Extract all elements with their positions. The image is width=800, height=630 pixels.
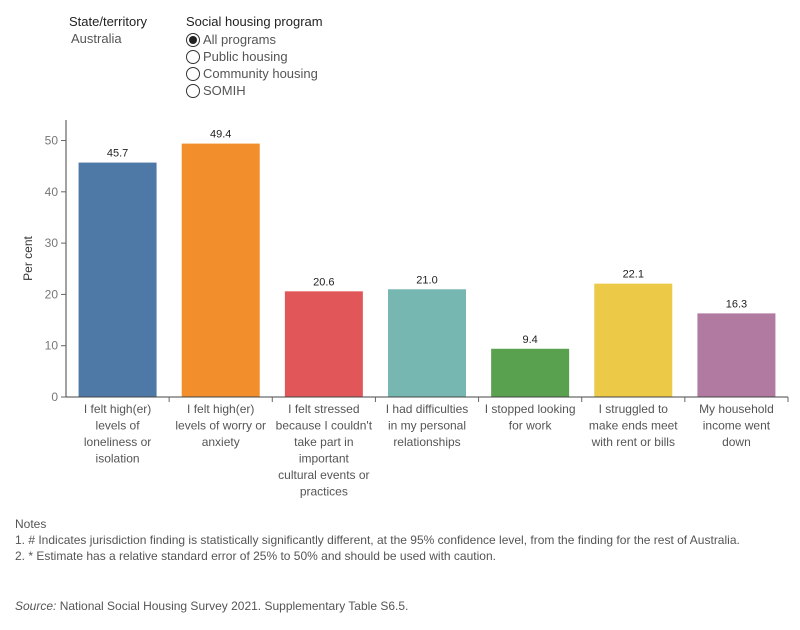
- x-tick-label: I felt high(er): [84, 402, 151, 416]
- radio-button-icon[interactable]: [186, 66, 200, 81]
- source-label: Source:: [15, 599, 57, 613]
- radio-button-icon[interactable]: [186, 83, 200, 98]
- data-label: 16.3: [726, 298, 747, 310]
- program-filter: Social housing program All programs Publi…: [186, 14, 323, 99]
- x-tick-label: I felt high(er): [187, 402, 254, 416]
- x-tick-label: down: [722, 435, 751, 449]
- x-tick-label: loneliness or: [84, 435, 151, 449]
- radio-label: Community housing: [203, 66, 318, 81]
- x-tick-label: I stopped looking: [485, 402, 576, 416]
- x-tick-label: make ends meet: [589, 419, 678, 433]
- radio-button-icon[interactable]: [186, 32, 200, 47]
- state-filter-title: State/territory: [69, 14, 148, 29]
- y-tick-label: 50: [45, 134, 59, 148]
- x-tick-label: in my personal: [388, 419, 466, 433]
- program-option-public-housing[interactable]: Public housing: [186, 48, 323, 65]
- bar[interactable]: [697, 313, 776, 397]
- state-filter-value[interactable]: Australia: [71, 31, 122, 46]
- bar[interactable]: [594, 283, 673, 397]
- bar-chart: 0 10 20 30 40 50 Per cent 45.7 49.4 20.6 21.0 9.4 2…: [21, 120, 789, 499]
- x-tick-label: I felt stressed: [288, 402, 359, 416]
- data-label: 45.7: [107, 148, 128, 160]
- bar[interactable]: [181, 143, 260, 397]
- bar[interactable]: [284, 291, 363, 397]
- notes: Notes 1. # Indicates jurisdiction findin…: [15, 516, 785, 564]
- y-axis-label: Per cent: [21, 235, 35, 280]
- y-tick-label: 30: [45, 236, 59, 250]
- data-label: 9.4: [522, 334, 537, 346]
- program-radio-list: All programs Public housing Community hous…: [186, 31, 323, 99]
- filters-panel: State/territory Australia Social housing…: [0, 0, 800, 110]
- x-tick-label: important: [299, 452, 350, 466]
- x-tick-label: because I couldn't: [276, 419, 373, 433]
- x-tick-label: relationships: [393, 435, 460, 449]
- program-filter-title: Social housing program: [186, 14, 323, 29]
- x-axis: I felt high(er) levels of loneliness or iso…: [66, 396, 789, 499]
- bars: 45.7 49.4 20.6 21.0 9.4 22.1 16.3: [78, 129, 776, 397]
- x-tick-label: anxiety: [202, 435, 240, 449]
- radio-button-icon[interactable]: [186, 49, 200, 64]
- x-tick-label: with rent or bills: [591, 435, 675, 449]
- x-tick-label: levels of worry or: [175, 419, 266, 433]
- data-label: 21.0: [416, 274, 437, 286]
- y-tick-label: 0: [51, 390, 58, 404]
- bar[interactable]: [388, 289, 466, 397]
- x-tick-label: income went: [703, 419, 771, 433]
- program-option-somih[interactable]: SOMIH: [186, 82, 323, 99]
- x-tick-label: levels of: [96, 419, 141, 433]
- x-tick-label: My household: [699, 402, 774, 416]
- source-text: National Social Housing Survey 2021. Sup…: [56, 599, 409, 613]
- source: Source: National Social Housing Survey 2…: [15, 599, 408, 613]
- data-label: 49.4: [210, 129, 231, 141]
- y-tick-label: 20: [45, 287, 59, 301]
- radio-label: SOMIH: [203, 83, 246, 98]
- radio-label: All programs: [203, 32, 276, 47]
- note-1: 1. # Indicates jurisdiction finding is s…: [15, 533, 740, 547]
- data-label: 20.6: [313, 276, 334, 288]
- notes-heading: Notes: [15, 517, 47, 531]
- x-tick-label: practices: [300, 485, 348, 499]
- bar[interactable]: [78, 162, 157, 397]
- note-2: 2. * Estimate has a relative standard er…: [15, 549, 496, 563]
- y-tick-label: 40: [45, 185, 59, 199]
- x-tick-label: I struggled to: [599, 402, 669, 416]
- y-tick-label: 10: [45, 339, 59, 353]
- y-axis: 0 10 20 30 40 50 Per cent: [21, 120, 67, 404]
- program-option-community-housing[interactable]: Community housing: [186, 65, 323, 82]
- radio-label: Public housing: [203, 49, 288, 64]
- x-tick-label: for work: [509, 419, 553, 433]
- state-filter: State/territory Australia: [69, 14, 147, 46]
- x-tick-label: cultural events or: [278, 468, 369, 482]
- x-tick-label: isolation: [96, 452, 140, 466]
- x-tick-label: take part in: [294, 435, 353, 449]
- x-tick-label: I had difficulties: [386, 402, 469, 416]
- program-option-all-programs[interactable]: All programs: [186, 31, 323, 48]
- bar[interactable]: [491, 348, 570, 397]
- data-label: 22.1: [623, 269, 644, 281]
